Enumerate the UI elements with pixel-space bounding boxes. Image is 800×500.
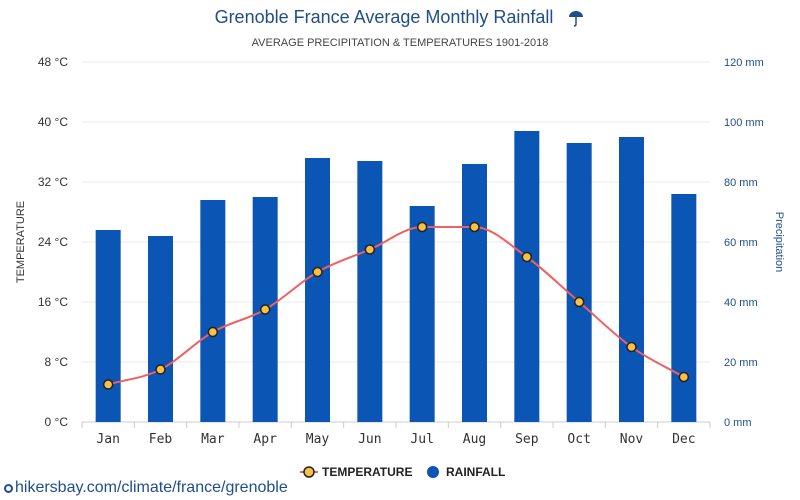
- temperature-point[interactable]: [364, 244, 376, 255]
- y-right-tick-label: 120 mm: [724, 57, 764, 69]
- y-axis-left-label: TEMPERATURE: [15, 201, 27, 283]
- temperature-point[interactable]: [259, 304, 271, 315]
- rainfall-bar[interactable]: [462, 164, 487, 422]
- source-link-text: hikersbay.com/climate/france/grenoble: [15, 479, 288, 496]
- temperature-point[interactable]: [521, 251, 533, 263]
- rainfall-bar[interactable]: [409, 206, 435, 422]
- grid: [82, 61, 710, 423]
- x-axis: Jan Feb Mar Apr May Jun Jul Aug Sep Oct Nov Dec: [81, 422, 711, 447]
- temperature-line: [107, 225, 685, 386]
- location-pin-icon: [4, 484, 13, 493]
- legend-temperature-label: TEMPERATURE: [322, 465, 412, 479]
- rainfall-bars: [95, 131, 697, 422]
- x-tick-label: Jun: [358, 432, 381, 447]
- x-tick-label: Mar: [201, 432, 225, 447]
- temperature-point[interactable]: [416, 221, 428, 233]
- x-tick-label: May: [306, 432, 330, 447]
- x-tick-label: Aug: [463, 432, 486, 447]
- chart-title: Grenoble France Average Monthly Rainfall: [215, 7, 554, 27]
- y-left-tick-label: 0 °C: [45, 415, 69, 429]
- temperature-point[interactable]: [678, 371, 690, 383]
- legend-item-rainfall[interactable]: RAINFALL: [427, 465, 505, 479]
- rainfall-bar[interactable]: [148, 236, 173, 422]
- y-axis-left: 0 °C 8 °C 16 °C 24 °C 32 °C 40 °C 48 °C: [38, 55, 68, 429]
- y-right-tick-label: 40 mm: [724, 297, 758, 309]
- x-tick-label: Sep: [515, 432, 539, 447]
- temperature-point[interactable]: [102, 379, 114, 390]
- y-right-tick-label: 80 mm: [724, 177, 758, 189]
- y-left-tick-label: 32 °C: [38, 175, 68, 189]
- x-tick-label: Nov: [620, 432, 644, 447]
- temperature-point[interactable]: [626, 341, 637, 353]
- temperature-point[interactable]: [312, 266, 323, 278]
- y-right-tick-label: 20 mm: [724, 357, 758, 369]
- legend: TEMPERATURE RAINFALL: [300, 465, 505, 479]
- x-tick-label: Oct: [567, 432, 590, 447]
- rainfall-bar[interactable]: [566, 143, 592, 422]
- x-tick-label: Apr: [253, 432, 277, 447]
- x-tick-label: Jul: [410, 432, 433, 447]
- temperature-point[interactable]: [573, 296, 585, 308]
- x-tick-label: Dec: [672, 432, 695, 447]
- rainfall-bar[interactable]: [671, 194, 697, 422]
- rainfall-bar[interactable]: [305, 158, 330, 422]
- rainfall-bar[interactable]: [357, 161, 383, 422]
- legend-item-temperature[interactable]: TEMPERATURE: [300, 465, 412, 479]
- source-link[interactable]: hikersbay.com/climate/france/grenoble: [4, 479, 288, 497]
- temperature-point[interactable]: [155, 364, 166, 375]
- rainfall-bar[interactable]: [514, 131, 540, 422]
- legend-rainfall-marker: [427, 466, 439, 478]
- y-left-tick-label: 24 °C: [38, 235, 68, 249]
- chart-subtitle: AVERAGE PRECIPITATION & TEMPERATURES 190…: [252, 37, 549, 49]
- y-left-tick-label: 40 °C: [38, 115, 68, 129]
- rainfall-bar[interactable]: [619, 137, 644, 422]
- legend-rainfall-label: RAINFALL: [446, 465, 505, 479]
- y-left-tick-label: 16 °C: [38, 295, 68, 309]
- y-left-tick-label: 8 °C: [45, 355, 69, 369]
- y-axis-right-label: Precipitation: [773, 212, 785, 273]
- y-right-tick-label: 100 mm: [724, 117, 764, 129]
- y-left-tick-label: 48 °C: [38, 55, 68, 69]
- legend-temperature-marker: [303, 466, 315, 478]
- temperature-point[interactable]: [469, 221, 480, 233]
- y-right-tick-label: 60 mm: [724, 237, 758, 249]
- umbrella-rain-icon: [569, 11, 583, 27]
- temperature-point[interactable]: [207, 326, 219, 338]
- y-right-tick-label: 0 mm: [724, 417, 752, 429]
- rainfall-bar[interactable]: [200, 200, 226, 422]
- temperature-line-series: [102, 221, 690, 390]
- rainfall-bar[interactable]: [95, 230, 121, 422]
- x-tick-label: Feb: [149, 432, 173, 447]
- x-tick-label: Jan: [96, 432, 119, 447]
- y-axis-right: 0 mm 20 mm 40 mm 60 mm 80 mm 100 mm 120 mm: [724, 57, 764, 429]
